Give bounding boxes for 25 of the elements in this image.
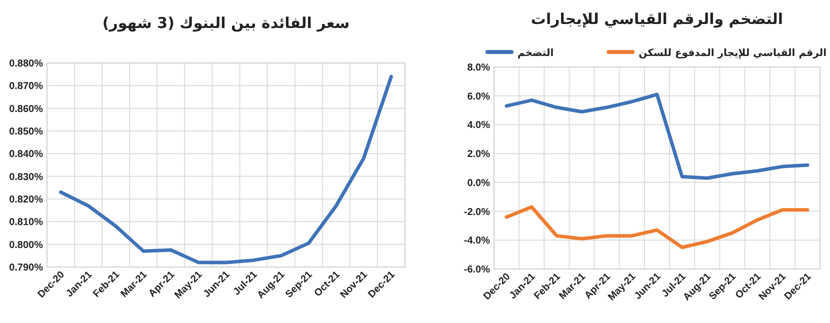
- y-tick-label: 0.0%: [467, 178, 490, 189]
- y-tick-label: 0.800%: [9, 240, 44, 251]
- y-tick-label: -6.0%: [464, 264, 490, 276]
- legend-label: التضخم: [517, 48, 554, 59]
- y-tick-label: 0.810%: [9, 217, 44, 228]
- y-tick-label: 0.880%: [9, 58, 44, 70]
- y-tick-label: 0.850%: [9, 126, 44, 138]
- y-tick-label: 2.0%: [467, 149, 490, 160]
- y-tick-label: -2.0%: [464, 206, 490, 218]
- chart-title: سعر الفائدة بين البنوك (3 شهور): [102, 14, 350, 32]
- line-series: [59, 74, 393, 264]
- line-series: [504, 92, 810, 180]
- legend-label: الرقم القياسي للإيجار المدفوع للسكن: [638, 48, 827, 59]
- y-tick-label: 8.0%: [467, 62, 490, 74]
- chart-title: التضخم والرقم القياسي للإيجارات: [530, 10, 784, 28]
- line-series: [504, 205, 810, 250]
- y-tick-label: 0.860%: [9, 104, 44, 115]
- y-tick-label: 6.0%: [467, 91, 490, 102]
- y-tick-label: 0.830%: [9, 172, 44, 183]
- y-tick-label: 0.790%: [9, 262, 44, 274]
- y-tick-label: 4.0%: [467, 120, 490, 132]
- y-tick-label: 0.870%: [9, 81, 44, 92]
- y-tick-label: -4.0%: [464, 236, 490, 247]
- y-tick-label: 0.820%: [9, 194, 44, 206]
- y-tick-label: 0.840%: [9, 149, 44, 160]
